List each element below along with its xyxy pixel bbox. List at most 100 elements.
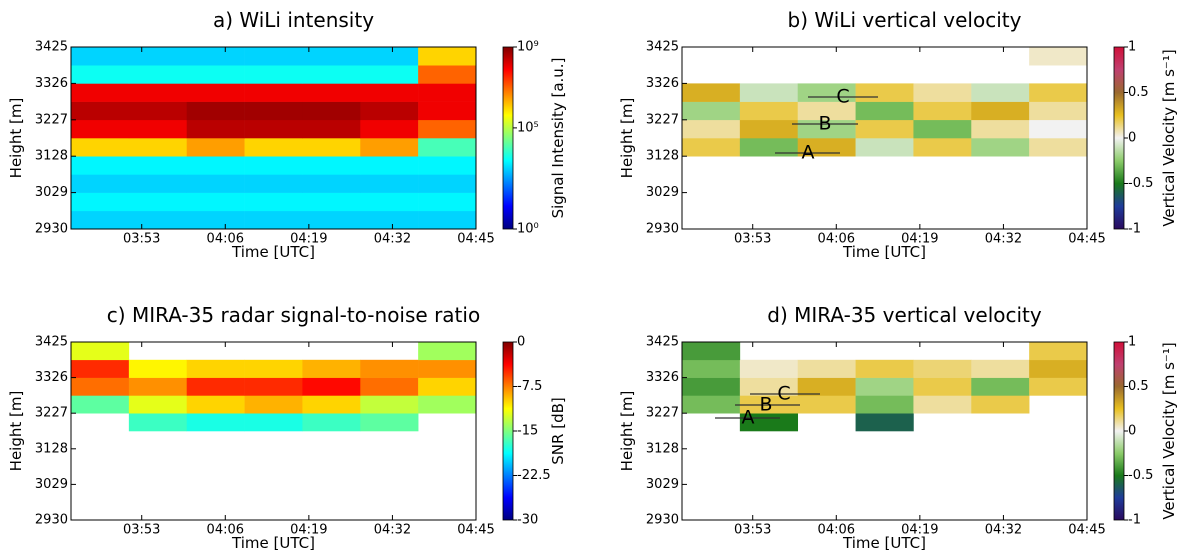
y-tick-label: 2930	[646, 222, 679, 237]
heat-cell	[244, 359, 303, 378]
heat-cell	[71, 65, 130, 84]
colorbar-tick-label: 0.5	[1128, 85, 1149, 100]
colorbar-tick-label: 0	[1128, 131, 1136, 146]
colorbar	[502, 46, 514, 230]
colorbar-tick-label: -7.5	[517, 379, 542, 394]
x-tick-label: 04:32	[374, 232, 411, 247]
heat-cell	[682, 138, 741, 157]
heat-cell	[418, 119, 477, 139]
heat-cell	[71, 47, 130, 66]
heat-cell	[418, 83, 477, 102]
heat-cell	[418, 47, 477, 66]
y-tick-label: 3425	[646, 335, 679, 350]
heat-cell	[302, 138, 361, 157]
heat-cell	[128, 359, 188, 378]
heat-cell	[913, 377, 972, 396]
y-tick-label: 3227	[35, 112, 68, 127]
colorbar-tick-label: 1	[1128, 335, 1136, 350]
y-tick-label: 3326	[646, 370, 679, 385]
x-tick-label: 03:53	[734, 232, 771, 247]
y-tick-label: 3227	[646, 406, 679, 421]
x-axis-label: Time [UTC]	[231, 534, 315, 552]
heat-cell	[1029, 359, 1088, 378]
heat-cell	[128, 192, 188, 212]
heat-cell	[360, 395, 419, 414]
heat-cell	[360, 65, 419, 84]
heat-cell	[186, 174, 245, 193]
heat-cell	[186, 47, 245, 66]
heat-cell	[360, 192, 419, 212]
heat-cell	[186, 210, 245, 230]
x-tick-label: 04:06	[207, 523, 244, 538]
y-tick-label: 3227	[35, 406, 68, 421]
heat-cell	[855, 395, 914, 414]
heat-cell	[855, 413, 914, 432]
annotation-label: B	[818, 113, 831, 135]
x-tick-label: 04:45	[457, 232, 494, 247]
y-tick-label: 3029	[646, 185, 679, 200]
annotation-label: B	[759, 394, 772, 416]
heat-cell	[360, 359, 419, 378]
heat-cell	[913, 101, 972, 121]
heat-cell	[128, 156, 188, 175]
panel-title: d) MIRA-35 vertical velocity	[767, 303, 1042, 327]
heat-cell	[71, 342, 130, 361]
heat-cell	[186, 377, 245, 396]
x-tick-label: 04:06	[818, 523, 855, 538]
heat-cell	[739, 83, 799, 102]
colorbar-tick-label: 0	[1128, 424, 1136, 439]
heat-cell	[244, 119, 303, 139]
heat-cell	[682, 119, 741, 139]
heat-cell	[360, 138, 419, 157]
colorbar-tick-label: -22.5	[517, 468, 551, 483]
heat-cell	[244, 156, 303, 175]
heat-cell	[855, 359, 914, 378]
heat-cell	[186, 65, 245, 84]
x-tick-label: 03:53	[734, 523, 771, 538]
heat-cell	[302, 210, 361, 230]
heat-cell	[186, 83, 245, 102]
x-tick-label: 04:45	[457, 523, 494, 538]
heat-cell	[71, 210, 130, 230]
x-tick-label: 03:53	[123, 232, 160, 247]
heat-cell	[855, 377, 914, 396]
x-tick-label: 04:06	[207, 232, 244, 247]
heat-cell	[971, 83, 1030, 102]
heat-cell	[1029, 377, 1088, 396]
heat-cell	[797, 359, 856, 378]
heat-cell	[186, 138, 245, 157]
colorbar-tick-label: 0.5	[1128, 379, 1149, 394]
x-tick-label: 04:32	[374, 523, 411, 538]
y-axis-label: Height [m]	[7, 391, 25, 472]
x-tick-label: 04:19	[290, 232, 327, 247]
y-tick-label: 3128	[646, 149, 679, 164]
heat-cell	[682, 101, 741, 121]
panel-title: c) MIRA-35 radar signal-to-noise ratio	[107, 303, 480, 327]
heat-cell	[418, 192, 477, 212]
y-tick-label: 3425	[35, 40, 68, 55]
heat-cell	[244, 138, 303, 157]
heat-cell	[244, 83, 303, 102]
heat-cell	[682, 359, 741, 378]
heat-cell	[855, 119, 914, 139]
heat-cell	[797, 377, 856, 396]
x-tick-label: 04:19	[901, 232, 938, 247]
heat-cell	[418, 156, 477, 175]
heat-cell	[128, 47, 188, 66]
heat-cell	[797, 395, 856, 414]
heat-cell	[186, 119, 245, 139]
heat-cell	[244, 47, 303, 66]
y-tick-label: 3128	[646, 441, 679, 456]
heat-cell	[71, 83, 130, 102]
heat-cell	[971, 101, 1030, 121]
heat-cell	[186, 156, 245, 175]
colorbar-tick-label: 10⁰	[517, 222, 539, 237]
x-tick-label: 04:19	[290, 523, 327, 538]
heat-cell	[244, 413, 303, 432]
heat-cell	[244, 65, 303, 84]
heat-cell	[1029, 101, 1088, 121]
annotation-label: A	[802, 142, 815, 164]
colorbar-label: Vertical Velocity [m s⁻¹]	[1160, 342, 1178, 519]
heat-cell	[1029, 138, 1088, 157]
